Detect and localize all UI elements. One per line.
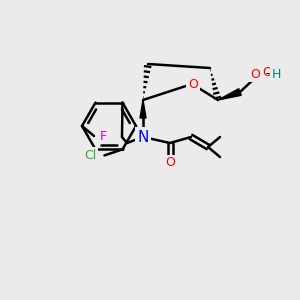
Polygon shape <box>140 100 146 118</box>
Text: N: N <box>137 130 149 145</box>
Text: -: - <box>266 68 270 80</box>
Text: O: O <box>165 157 175 169</box>
Text: H: H <box>271 68 281 80</box>
Text: F: F <box>100 130 107 142</box>
Polygon shape <box>218 89 241 100</box>
Text: OH: OH <box>262 67 281 80</box>
Text: O: O <box>250 68 260 80</box>
Text: O: O <box>188 79 198 92</box>
Text: Cl: Cl <box>84 149 97 162</box>
